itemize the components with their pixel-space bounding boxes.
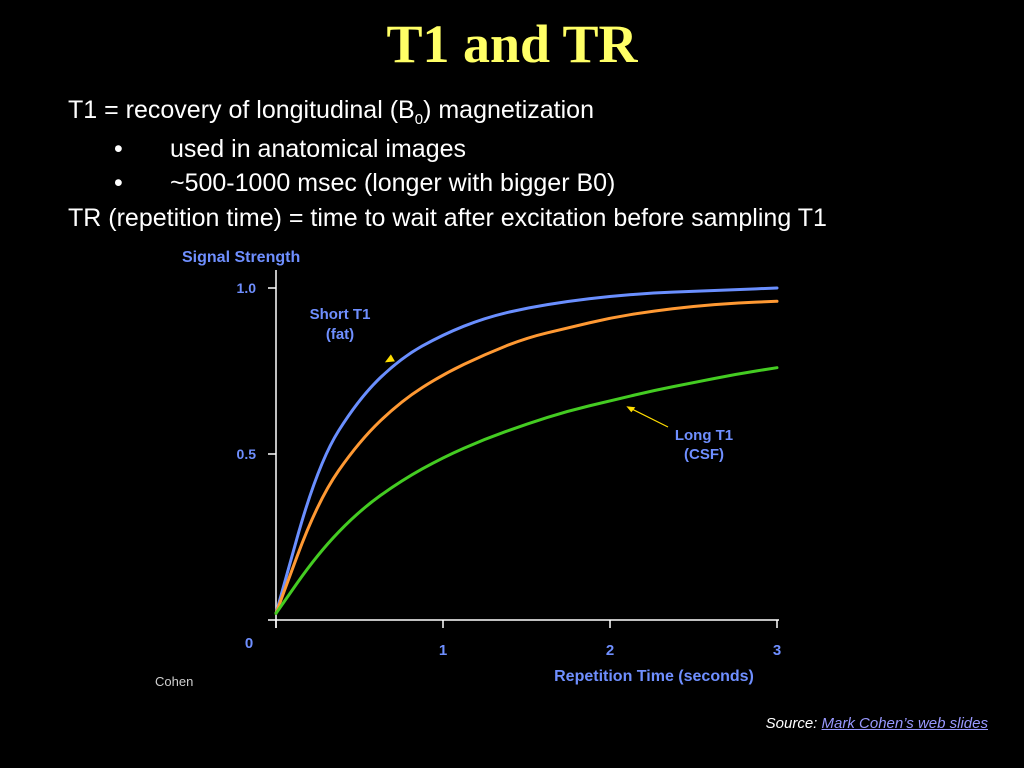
text-block: T1 = recovery of longitudinal (B0) magne… xyxy=(68,93,827,235)
long-t1-curve xyxy=(274,366,779,615)
y-tick-label: 0.5 xyxy=(237,446,257,462)
annotation-long-t1: (CSF) xyxy=(684,446,724,463)
definition-t1: T1 = recovery of longitudinal (B0) magne… xyxy=(68,93,827,132)
definition-t1-prefix: T1 = recovery of longitudinal (B xyxy=(68,96,415,124)
annotation-short-t1: Short T1 xyxy=(310,306,371,323)
medium-t1-curve xyxy=(274,299,779,615)
source-label: Source: xyxy=(765,715,818,732)
definition-tr: TR (repetition time) = time to wait afte… xyxy=(68,203,827,232)
annotation-short-t1: (fat) xyxy=(326,326,354,343)
subscript-zero: 0 xyxy=(414,111,424,128)
short-t1-curve xyxy=(274,286,779,615)
bullet-text: ~500-1000 msec (longer with bigger B0) xyxy=(170,169,616,197)
x-tick-label: 2 xyxy=(606,642,614,659)
long-t1-arrow-line xyxy=(630,407,669,428)
bullet-item: • ~500-1000 msec (longer with bigger B0) xyxy=(68,166,827,201)
bullet-item: • used in anatomical images xyxy=(68,132,827,167)
source-link[interactable]: Mark Cohen’s web slides xyxy=(821,715,988,732)
image-credit: Cohen xyxy=(155,674,194,689)
annotation-long-t1: Long T1 xyxy=(675,427,733,444)
bullet-icon: • xyxy=(114,134,123,163)
bullet-text: used in anatomical images xyxy=(170,134,466,163)
short-t1-arrowhead xyxy=(384,354,395,363)
y-axis-label: Signal Strength xyxy=(182,249,300,266)
long-t1-arrowhead xyxy=(626,406,636,413)
x-tick-label: 1 xyxy=(439,642,447,659)
source-note: Source: Mark Cohen’s web slides xyxy=(766,715,988,732)
x-tick-label: 3 xyxy=(773,642,781,659)
x-origin-label: 0 xyxy=(245,635,253,652)
definition-t1-suffix: ) magnetization xyxy=(423,96,594,124)
slide-title: T1 and TR xyxy=(386,14,638,74)
bullet-icon: • xyxy=(114,169,123,197)
y-tick-label: 1.0 xyxy=(237,280,257,296)
x-axis-label: Repetition Time (seconds) xyxy=(554,668,754,685)
